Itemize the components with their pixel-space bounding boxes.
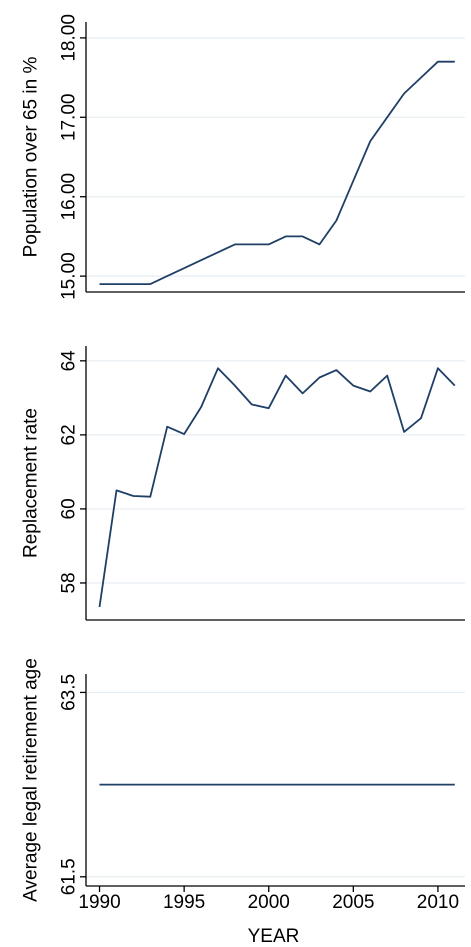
x-tick-label: 1990 <box>78 892 120 913</box>
y-tick-label: 58 <box>59 572 80 593</box>
y-axis-title: Replacement rate <box>21 408 42 558</box>
series-line <box>99 60 455 286</box>
y-tick-label: 16.00 <box>59 173 80 221</box>
y-tick-label: 18.00 <box>59 14 80 62</box>
x-axis-title: YEAR <box>248 926 300 947</box>
y-tick-label: 63.5 <box>59 674 80 711</box>
y-tick-label: 61.5 <box>59 858 80 895</box>
x-tick-label: 2005 <box>332 892 374 913</box>
x-tick-label: 2000 <box>248 892 290 913</box>
y-axis-title: Population over 65 in % <box>21 57 42 258</box>
x-tick-label: 2010 <box>417 892 459 913</box>
y-tick-label: 64 <box>59 350 80 372</box>
y-tick-label: 15.00 <box>59 252 80 300</box>
y-axis-title: Average legal retirement age <box>21 658 42 902</box>
y-tick-label: 62 <box>59 424 80 445</box>
y-tick-label: 17.00 <box>59 94 80 142</box>
x-tick-label: 1995 <box>163 892 205 913</box>
y-tick-label: 60 <box>59 498 80 519</box>
series-line <box>98 367 456 608</box>
